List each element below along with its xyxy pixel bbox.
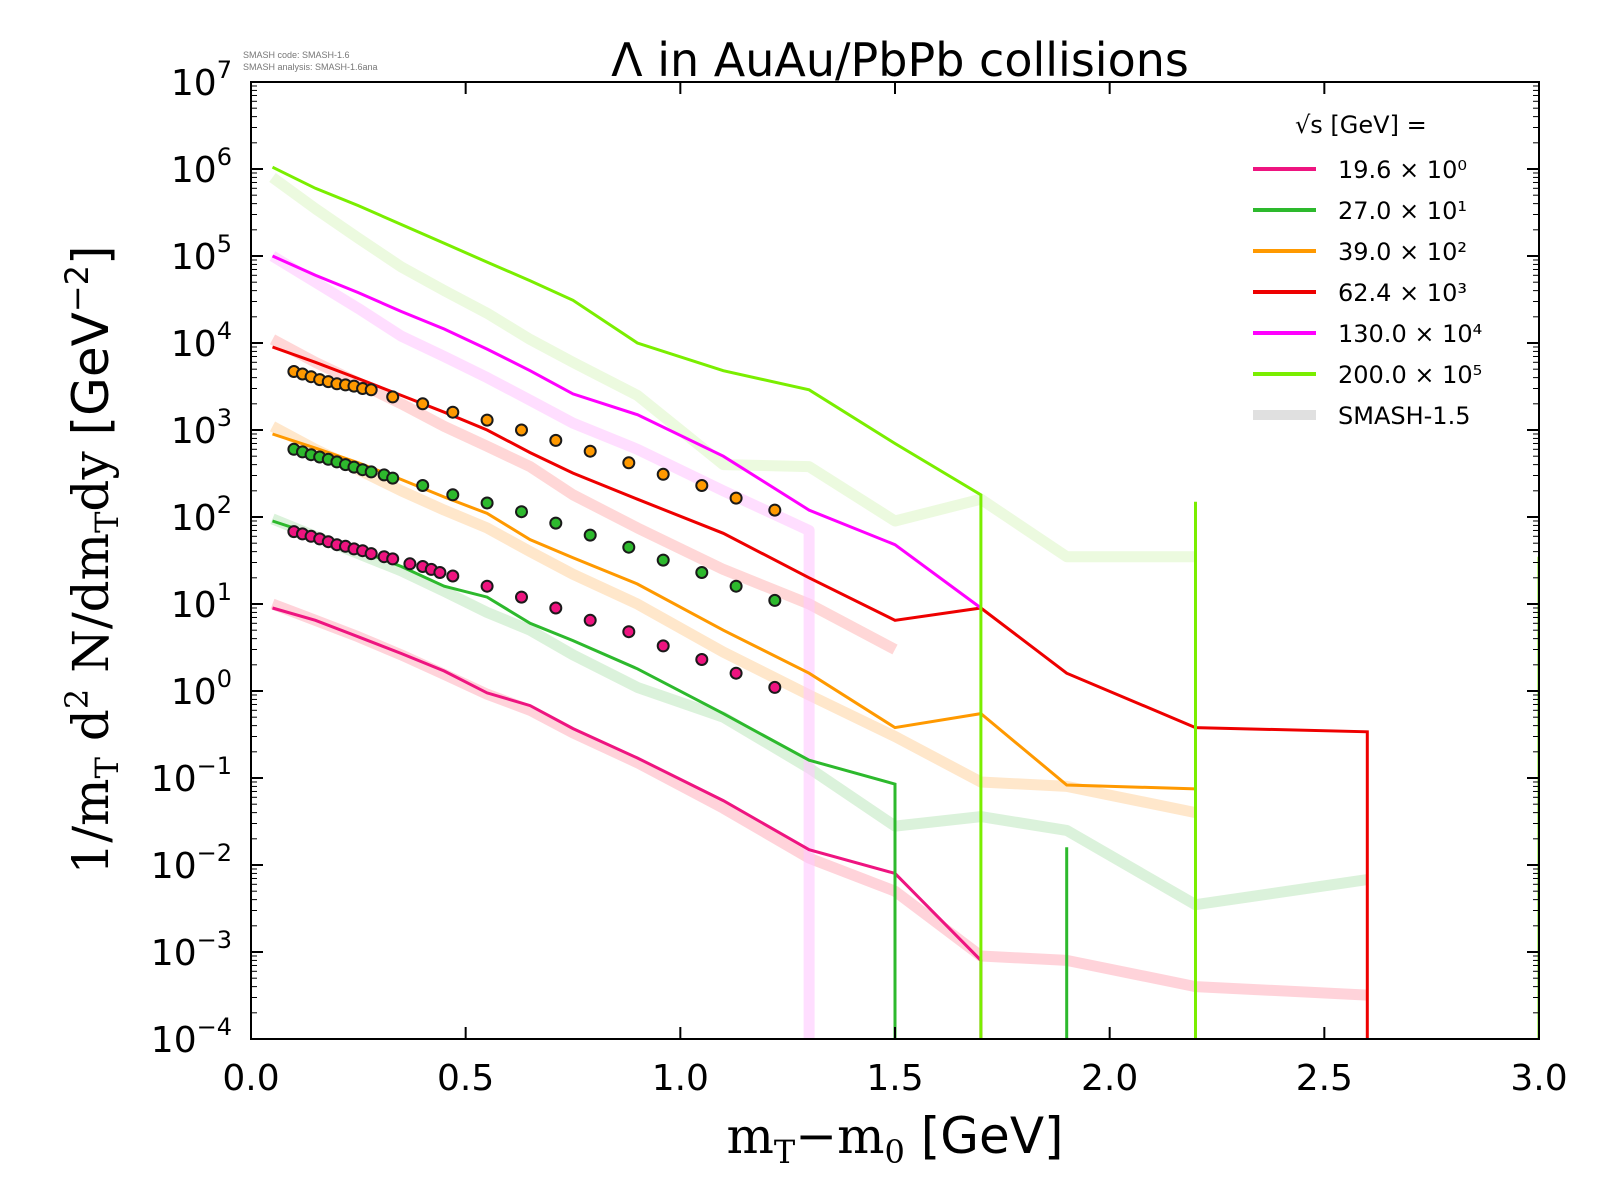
chart-title: Λ in AuAu/PbPb collisions <box>611 33 1189 87</box>
legend: √s [GeV] = 19.6 × 10⁰ 27.0 × 10¹ 39.0 × 10… <box>1253 111 1482 430</box>
series-line-3 <box>271 345 1369 1039</box>
data-point-2-17 <box>622 456 636 470</box>
reference-curves <box>269 172 1369 1039</box>
data-point-2-9 <box>364 383 378 397</box>
y-tick-label-8: 10−1 <box>151 752 232 800</box>
data-point-0-23 <box>695 653 709 666</box>
data-point-2-21 <box>768 503 782 517</box>
reference-curve-1 <box>270 513 1369 911</box>
legend-label-4: 130.0 × 10⁴ <box>1338 320 1482 348</box>
y-tick-label-9: 10−2 <box>151 839 232 887</box>
x-tick-label-3: 1.5 <box>866 1058 923 1099</box>
smash-analysis-label: SMASH analysis: SMASH-1.6ana <box>243 62 378 72</box>
data-point-0-17 <box>480 579 494 593</box>
data-point-0-24 <box>729 666 743 680</box>
data-point-0-22 <box>656 639 670 653</box>
data-point-0-18 <box>515 590 528 604</box>
data-points <box>287 365 782 694</box>
y-tick-labels: 107 106 105 104 103 102 101 100 10−1 10−2 10−3 10−4 <box>151 56 232 1061</box>
series-line-0 <box>272 606 983 1039</box>
data-point-2-14 <box>515 423 528 437</box>
x-tick-label-6: 3.0 <box>1510 1058 1567 1099</box>
x-tick-label-4: 2.0 <box>1081 1058 1138 1099</box>
data-point-1-14 <box>480 496 494 510</box>
y-tick-label-4: 103 <box>171 404 232 452</box>
smash-code-label: SMASH code: SMASH-1.6 <box>243 50 350 60</box>
data-point-0-20 <box>583 613 597 627</box>
reference-curve-5 <box>269 172 1196 563</box>
data-point-2-15 <box>549 433 563 447</box>
plot-frame <box>250 81 1540 1040</box>
data-point-1-19 <box>656 553 670 567</box>
data-point-0-12 <box>403 557 417 571</box>
data-point-1-18 <box>622 540 636 554</box>
y-axis-title: 1/mT d2 N/dmTdy [GeV−2] <box>58 245 126 874</box>
series-curves <box>271 165 1539 1039</box>
y-tick-label-7: 100 <box>171 665 232 713</box>
series-line-1 <box>272 519 1197 1039</box>
data-point-2-11 <box>416 397 430 411</box>
legend-label-1: 27.0 × 10¹ <box>1338 197 1467 225</box>
x-axis-title: mT−m0 [GeV] <box>726 1107 1063 1171</box>
series-line-5 <box>271 165 1539 1039</box>
legend-label-2: 39.0 × 10² <box>1338 238 1467 266</box>
series-line-2 <box>272 432 1196 791</box>
legend-label-3: 62.4 × 10³ <box>1338 279 1467 307</box>
y-tick-label-6: 101 <box>171 578 232 626</box>
data-point-1-15 <box>515 505 528 519</box>
data-point-0-11 <box>386 552 400 566</box>
data-point-1-21 <box>729 579 743 593</box>
x-tick-label-5: 2.5 <box>1296 1058 1353 1099</box>
data-point-1-17 <box>583 528 597 542</box>
x-tick-label-1: 0.5 <box>437 1058 494 1099</box>
data-point-2-10 <box>386 390 400 404</box>
x-tick-labels: 0.0 0.5 1.0 1.5 2.0 2.5 3.0 <box>222 1058 1567 1099</box>
data-point-2-19 <box>695 479 709 492</box>
series-line-4 <box>271 254 982 610</box>
data-point-1-20 <box>695 566 709 579</box>
y-tick-label-5: 102 <box>171 491 232 539</box>
reference-curve-3 <box>269 334 898 655</box>
y-tick-label-1: 106 <box>171 143 232 191</box>
data-point-1-22 <box>768 593 782 607</box>
y-tick-label-2: 105 <box>171 230 232 278</box>
data-point-1-11 <box>386 471 400 485</box>
x-tick-label-2: 1.0 <box>652 1058 709 1099</box>
data-point-1-13 <box>446 488 460 502</box>
legend-label-0: 19.6 × 10⁰ <box>1338 156 1467 184</box>
legend-title: √s [GeV] = <box>1295 111 1427 139</box>
legend-label-6: SMASH-1.5 <box>1338 402 1470 430</box>
data-point-0-19 <box>549 601 563 615</box>
y-tick-label-10: 10−3 <box>151 926 232 974</box>
data-point-0-9 <box>364 547 378 561</box>
y-tick-label-3: 104 <box>171 317 232 365</box>
data-point-1-9 <box>364 465 378 479</box>
data-point-2-18 <box>656 467 670 481</box>
data-point-2-16 <box>583 444 597 458</box>
data-point-2-12 <box>446 405 460 419</box>
y-tick-label-11: 10−4 <box>151 1013 232 1061</box>
y-tick-label-0: 107 <box>171 56 232 104</box>
legend-label-5: 200.0 × 10⁵ <box>1338 361 1482 389</box>
data-point-0-15 <box>433 566 447 579</box>
x-tick-label-0: 0.0 <box>222 1058 279 1099</box>
data-point-2-20 <box>729 491 743 505</box>
data-point-1-16 <box>549 516 563 530</box>
data-point-0-16 <box>446 569 460 583</box>
data-point-2-13 <box>480 413 494 427</box>
reference-curve-0 <box>270 598 1368 1001</box>
data-point-1-12 <box>416 479 430 492</box>
data-point-0-25 <box>768 680 782 694</box>
data-point-0-21 <box>622 625 636 639</box>
